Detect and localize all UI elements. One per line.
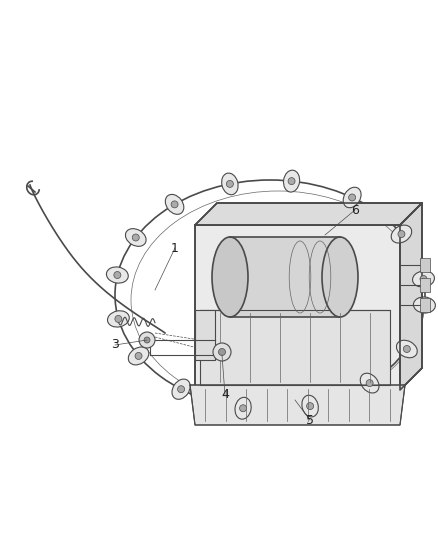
Polygon shape	[200, 310, 390, 385]
Polygon shape	[190, 385, 405, 425]
Ellipse shape	[413, 297, 435, 313]
Ellipse shape	[391, 225, 412, 243]
Circle shape	[288, 177, 295, 184]
Ellipse shape	[128, 347, 149, 365]
Circle shape	[144, 337, 150, 343]
Ellipse shape	[322, 237, 358, 317]
Circle shape	[398, 231, 405, 238]
Circle shape	[213, 343, 231, 361]
Circle shape	[171, 201, 178, 208]
Ellipse shape	[222, 173, 238, 195]
Circle shape	[139, 332, 155, 348]
Ellipse shape	[165, 195, 184, 214]
Ellipse shape	[106, 267, 128, 283]
Text: 4: 4	[221, 389, 229, 401]
Ellipse shape	[107, 311, 129, 327]
Ellipse shape	[283, 170, 300, 192]
Text: 6: 6	[351, 204, 359, 216]
Circle shape	[307, 402, 314, 409]
Circle shape	[135, 352, 142, 359]
Polygon shape	[195, 310, 215, 360]
Ellipse shape	[125, 229, 146, 246]
Circle shape	[240, 405, 247, 412]
Ellipse shape	[235, 397, 251, 419]
Polygon shape	[420, 298, 430, 312]
Ellipse shape	[172, 379, 190, 399]
Circle shape	[349, 194, 356, 201]
Polygon shape	[420, 278, 430, 292]
Circle shape	[177, 386, 184, 393]
Circle shape	[115, 316, 122, 322]
Circle shape	[219, 349, 226, 356]
Ellipse shape	[302, 395, 318, 417]
Circle shape	[366, 379, 373, 386]
Text: 1: 1	[171, 241, 179, 254]
Polygon shape	[420, 258, 430, 272]
Ellipse shape	[343, 187, 361, 208]
Polygon shape	[195, 203, 422, 225]
Polygon shape	[400, 203, 422, 390]
Text: 5: 5	[306, 414, 314, 426]
Polygon shape	[230, 237, 340, 317]
Text: 3: 3	[111, 338, 119, 351]
Ellipse shape	[396, 340, 417, 358]
Ellipse shape	[413, 271, 434, 287]
Circle shape	[403, 345, 410, 352]
Circle shape	[226, 180, 233, 188]
Polygon shape	[195, 225, 400, 390]
Ellipse shape	[360, 373, 379, 393]
Circle shape	[132, 234, 139, 241]
Circle shape	[421, 302, 428, 309]
Ellipse shape	[212, 237, 248, 317]
Circle shape	[114, 271, 121, 279]
Circle shape	[420, 276, 427, 282]
